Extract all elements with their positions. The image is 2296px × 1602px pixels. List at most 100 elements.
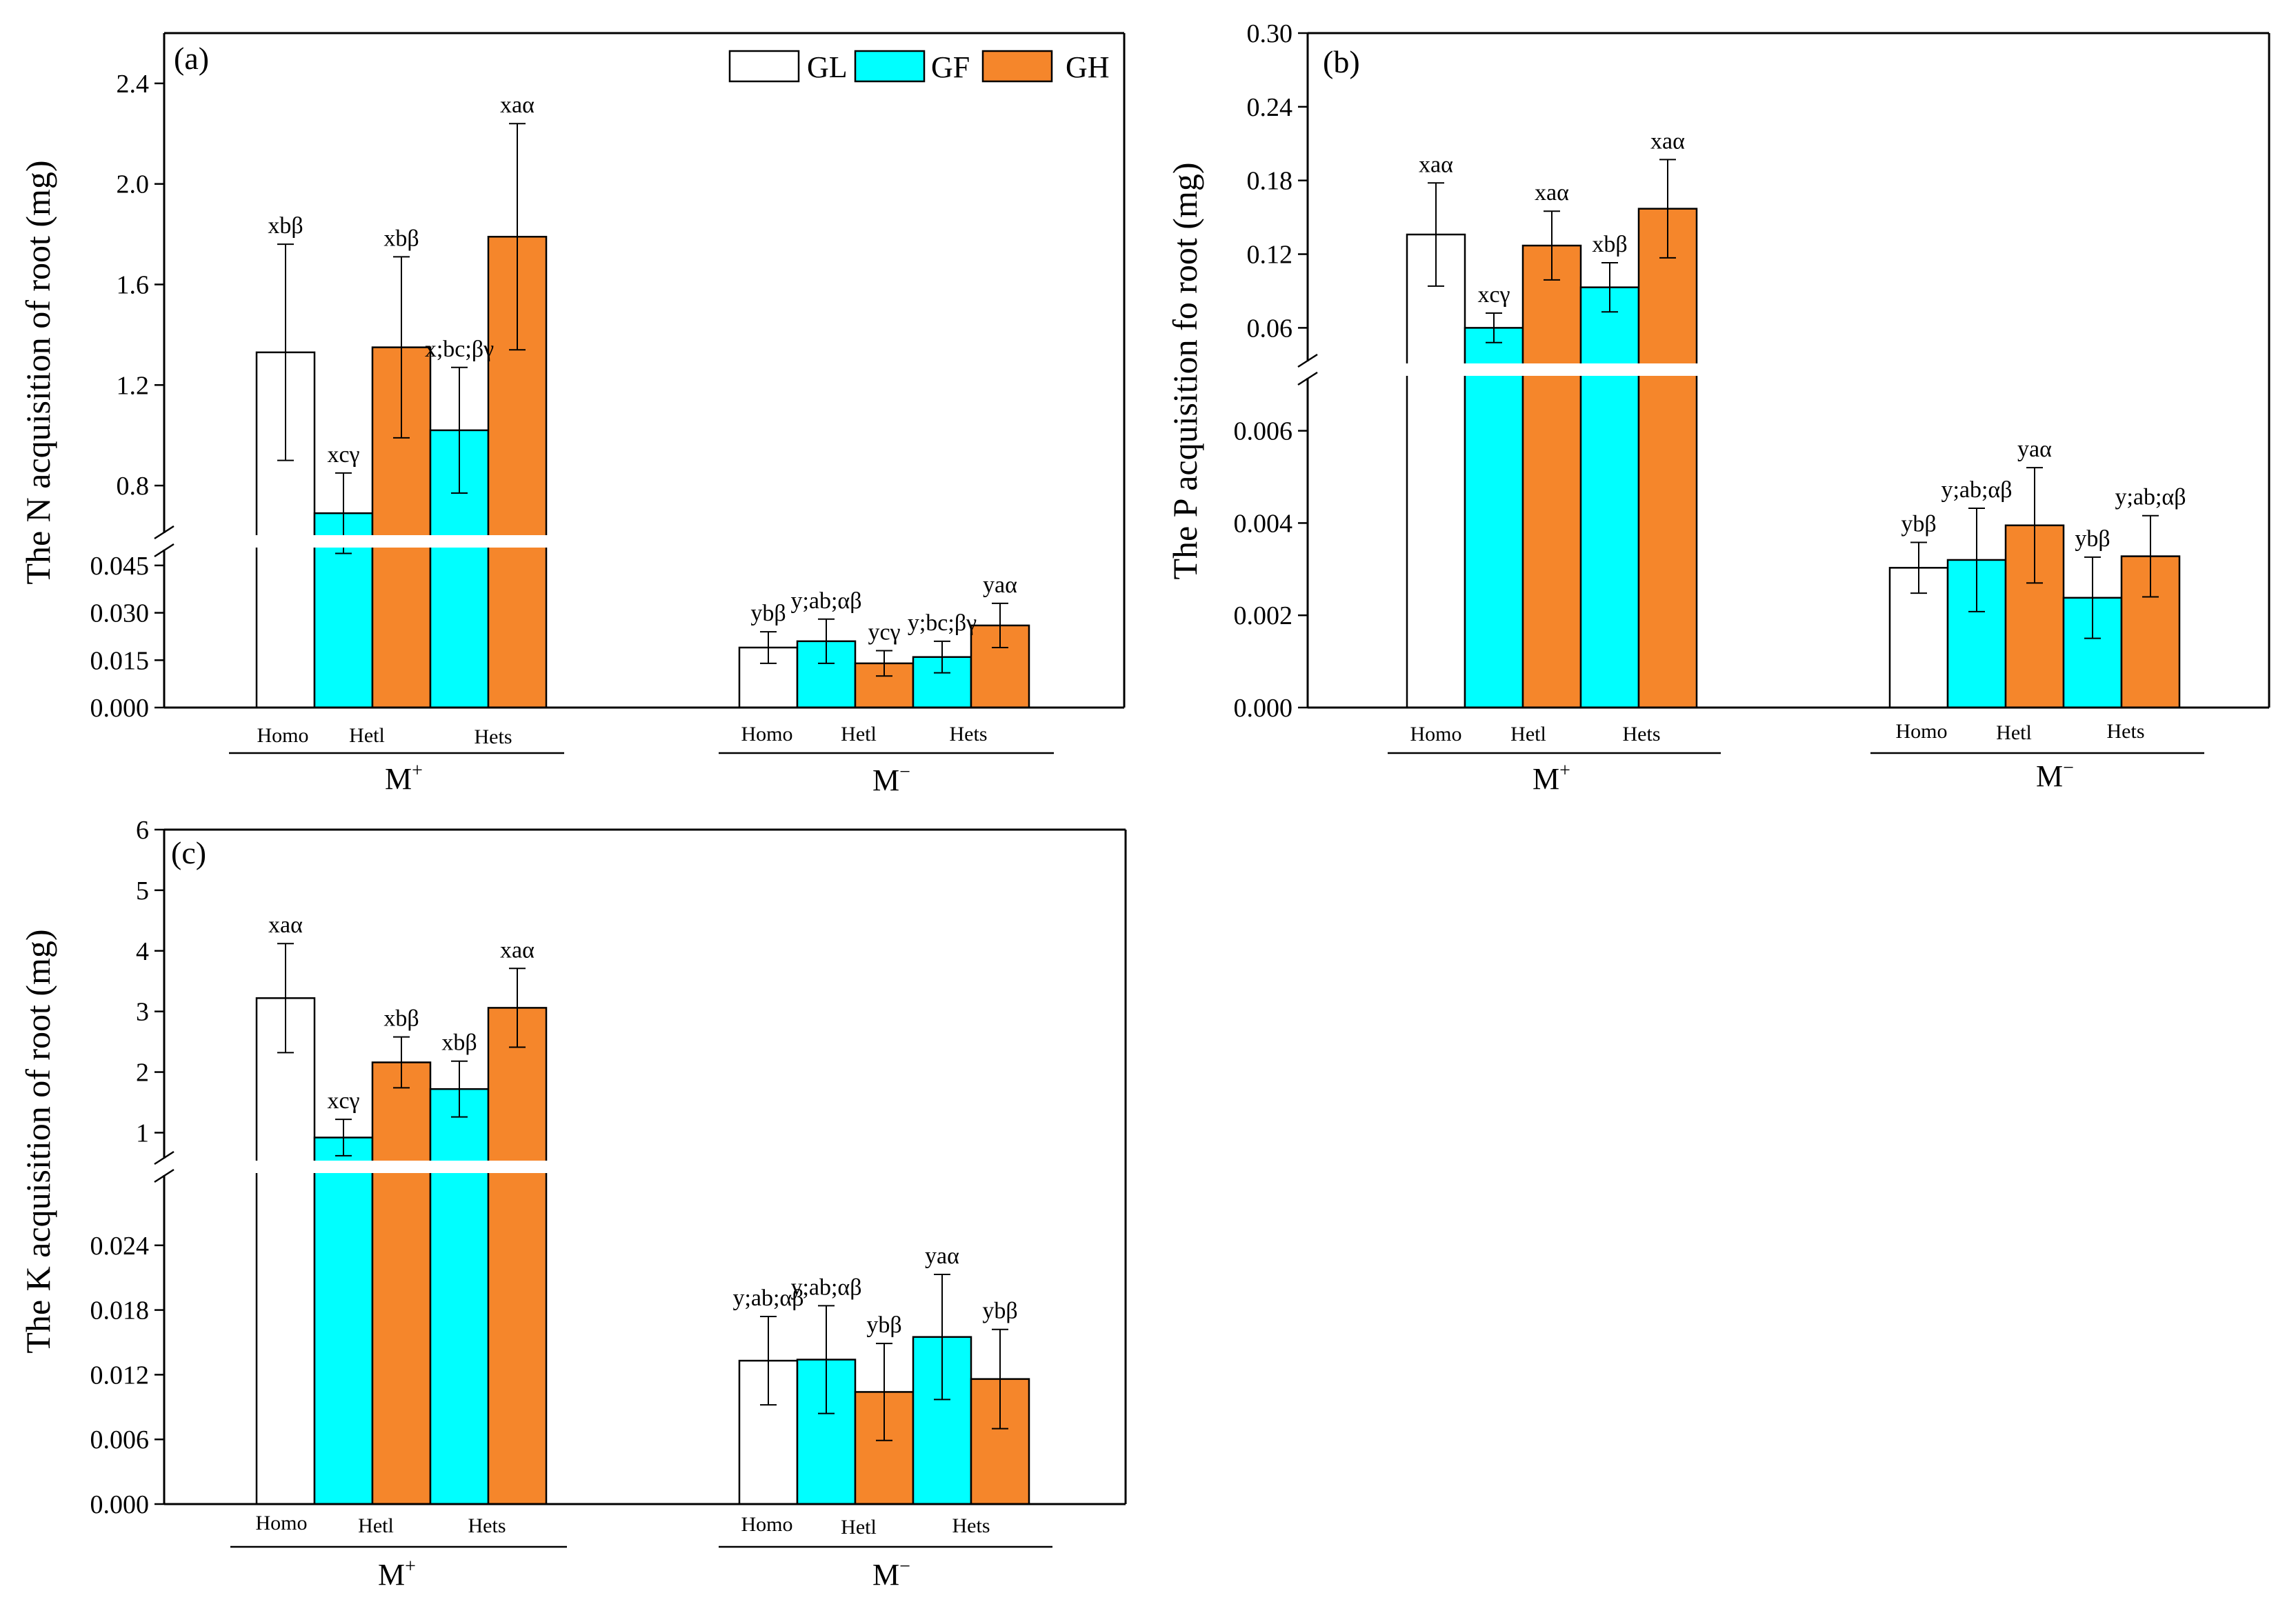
- significance-label-b-g1-4: y;ab;αβ: [2115, 485, 2186, 510]
- chart-b-m-plus-hets: Hets: [1623, 723, 1661, 745]
- chart-a-m-minus-homo: Homo: [741, 723, 793, 745]
- y-tick-label-upper-c-5: 6: [136, 816, 149, 845]
- chart-c-m-minus-hets: Hets: [952, 1514, 990, 1537]
- chart-a: xbβ xcγ xbβ x;bc;βγ xaα ybβ y;ab;αβ ycγ y;bc;βγy…: [19, 32, 1128, 797]
- significance-label-b-g1-1: y;ab;αβ: [1941, 477, 2012, 503]
- chart-c-m-plus-hets: Hets: [468, 1514, 506, 1537]
- significance-label-c-g1-1: y;ab;αβ: [790, 1274, 861, 1300]
- y-tick-label-lower-c-1: 0.006: [90, 1425, 150, 1454]
- legend-label-gf: GF: [931, 50, 970, 84]
- y-tick-label-lower-b-3: 0.006: [1234, 417, 1293, 446]
- significance-label-c-g0-1: xcγ: [327, 1088, 359, 1114]
- chart-c-y-axis-title: The K acquisition of root (mg): [19, 929, 57, 1353]
- y-tick-label-upper-a-0: 0.8: [117, 472, 150, 501]
- significance-label-c-g0-0: xaα: [268, 912, 303, 938]
- chart-a-m-plus-hetl: Hetl: [349, 724, 385, 747]
- chart-a-m-minus-hets: Hets: [950, 723, 988, 745]
- y-tick-label-upper-b-3: 0.24: [1247, 93, 1293, 122]
- bar-c-g0-1: [313, 1137, 374, 1505]
- y-tick-label-lower-c-2: 0.012: [90, 1361, 150, 1390]
- y-tick-label-lower-c-4: 0.024: [90, 1232, 150, 1261]
- axis-break-band-b: [1304, 363, 2273, 376]
- significance-label-c-g1-3: yaα: [925, 1243, 959, 1269]
- significance-label-b-g0-4: xaα: [1650, 128, 1685, 154]
- chart-c-m-minus-homo: Homo: [741, 1513, 793, 1536]
- y-tick-label-lower-b-0: 0.000: [1234, 694, 1293, 723]
- axis-break-band-a: [160, 535, 1128, 548]
- chart-a-m-plus-hets: Hets: [475, 725, 512, 748]
- y-tick-label-upper-a-3: 2.0: [117, 170, 150, 199]
- chart-a-axes: 0.000 0.015 0.030 0.045 0.8 1.2 1.6 2.0 2.4: [90, 32, 1128, 723]
- chart-b-error-bars: [1428, 159, 2159, 639]
- chart-c-m-plus-homo: Homo: [256, 1512, 308, 1534]
- axis-break-mark-upper-b: [1297, 353, 1318, 368]
- axis-break-mark-lower-a: [154, 543, 174, 558]
- axis-break-mark-upper-c: [154, 1150, 174, 1165]
- chart-a-m-plus-label: M+: [385, 760, 423, 796]
- legend-swatch-gh: [981, 50, 1053, 83]
- y-tick-label-upper-a-4: 2.4: [117, 70, 150, 99]
- chart-b-m-minus-hets: Hets: [2107, 720, 2145, 743]
- significance-label-c-g0-2: xbβ: [383, 1006, 419, 1032]
- y-tick-label-lower-a-1: 0.015: [90, 646, 150, 675]
- chart-c-m-plus-hetl: Hetl: [358, 1514, 394, 1537]
- legend-swatch-gl: [728, 50, 800, 83]
- y-tick-label-lower-b-2: 0.004: [1234, 509, 1293, 538]
- significance-label-a-g1-0: ybβ: [750, 601, 786, 626]
- chart-c-m-minus-hetl: Hetl: [841, 1516, 877, 1539]
- y-tick-label-upper-c-3: 4: [136, 937, 149, 966]
- significance-label-b-g0-2: xaα: [1535, 180, 1569, 206]
- significance-label-a-g1-2: ycγ: [868, 620, 900, 645]
- y-tick-label-upper-a-2: 1.6: [117, 271, 150, 300]
- legend-swatch-gf: [854, 50, 926, 83]
- chart-a-y-axis-title: The N acquisition of root (mg): [19, 160, 57, 584]
- y-tick-label-upper-b-4: 0.30: [1247, 19, 1293, 48]
- y-tick-label-lower-a-3: 0.045: [90, 552, 150, 581]
- axis-break-mark-lower-c: [154, 1168, 174, 1183]
- axis-break-mark-upper-a: [154, 525, 174, 540]
- y-tick-label-upper-c-4: 5: [136, 877, 149, 905]
- chart-a-significance-labels: xbβ xcγ xbβ x;bc;βγ xaα ybβ y;ab;αβ ycγ y;bc;βγy…: [268, 92, 1017, 645]
- significance-label-a-g0-4: xaα: [500, 92, 535, 118]
- chart-c-axes: 0.000 0.006 0.012 0.018 0.024 1 2 3 4 5 6: [90, 816, 1130, 1519]
- significance-label-c-g1-0: y;ab;αβ: [732, 1285, 803, 1311]
- significance-label-b-g1-2: yaα: [2017, 437, 2052, 462]
- bar-b-g0-0: [1406, 233, 1466, 709]
- significance-label-c-g0-3: xbβ: [441, 1030, 477, 1056]
- y-tick-label-lower-a-0: 0.000: [90, 694, 150, 723]
- significance-label-c-g1-2: ybβ: [866, 1312, 901, 1338]
- significance-label-c-g1-4: ybβ: [982, 1299, 1017, 1324]
- y-tick-label-lower-c-0: 0.000: [90, 1490, 150, 1519]
- significance-label-a-g0-3: x;bc;βγ: [425, 337, 494, 362]
- significance-label-a-g0-1: xcγ: [327, 442, 359, 468]
- chart-b-axes: 0.000 0.002 0.004 0.006 0.06 0.12 0.18 0.24 0.30: [1234, 19, 2273, 723]
- significance-label-a-g1-4: yaα: [983, 572, 1017, 598]
- chart-b-m-minus-label: M−: [2036, 757, 2074, 793]
- y-tick-label-upper-c-1: 2: [136, 1059, 149, 1088]
- bar-c-g0-3: [429, 1088, 490, 1505]
- chart-b-panel-label: (b): [1323, 44, 1360, 79]
- significance-label-a-g0-2: xbβ: [383, 226, 419, 251]
- chart-c-m-minus-label: M−: [872, 1556, 910, 1592]
- chart-a-error-bars: [277, 123, 1008, 677]
- significance-label-c-g0-4: xaα: [500, 937, 535, 963]
- y-tick-label-lower-c-3: 0.018: [90, 1296, 150, 1325]
- chart-c-error-bars: [277, 943, 1008, 1441]
- y-tick-label-upper-b-2: 0.18: [1247, 167, 1293, 196]
- y-tick-label-upper-b-1: 0.12: [1247, 241, 1293, 270]
- chart-a-panel-label: (a): [174, 41, 209, 76]
- chart-b-m-plus-hetl: Hetl: [1510, 723, 1546, 745]
- y-tick-label-upper-a-1: 1.2: [117, 371, 150, 400]
- chart-b-m-minus-hetl: Hetl: [1996, 721, 2032, 744]
- axis-break-mark-lower-b: [1297, 371, 1318, 386]
- y-tick-label-upper-b-0: 0.06: [1247, 314, 1293, 343]
- chart-a-m-plus-homo: Homo: [257, 724, 309, 747]
- chart-b-m-minus-homo: Homo: [1896, 720, 1948, 743]
- significance-label-b-g1-3: ybβ: [2075, 526, 2110, 552]
- significance-label-a-g1-3: y;bc;βγ: [908, 610, 977, 636]
- chart-a-m-minus-hetl: Hetl: [841, 723, 877, 745]
- axis-break-band-c: [160, 1161, 1130, 1173]
